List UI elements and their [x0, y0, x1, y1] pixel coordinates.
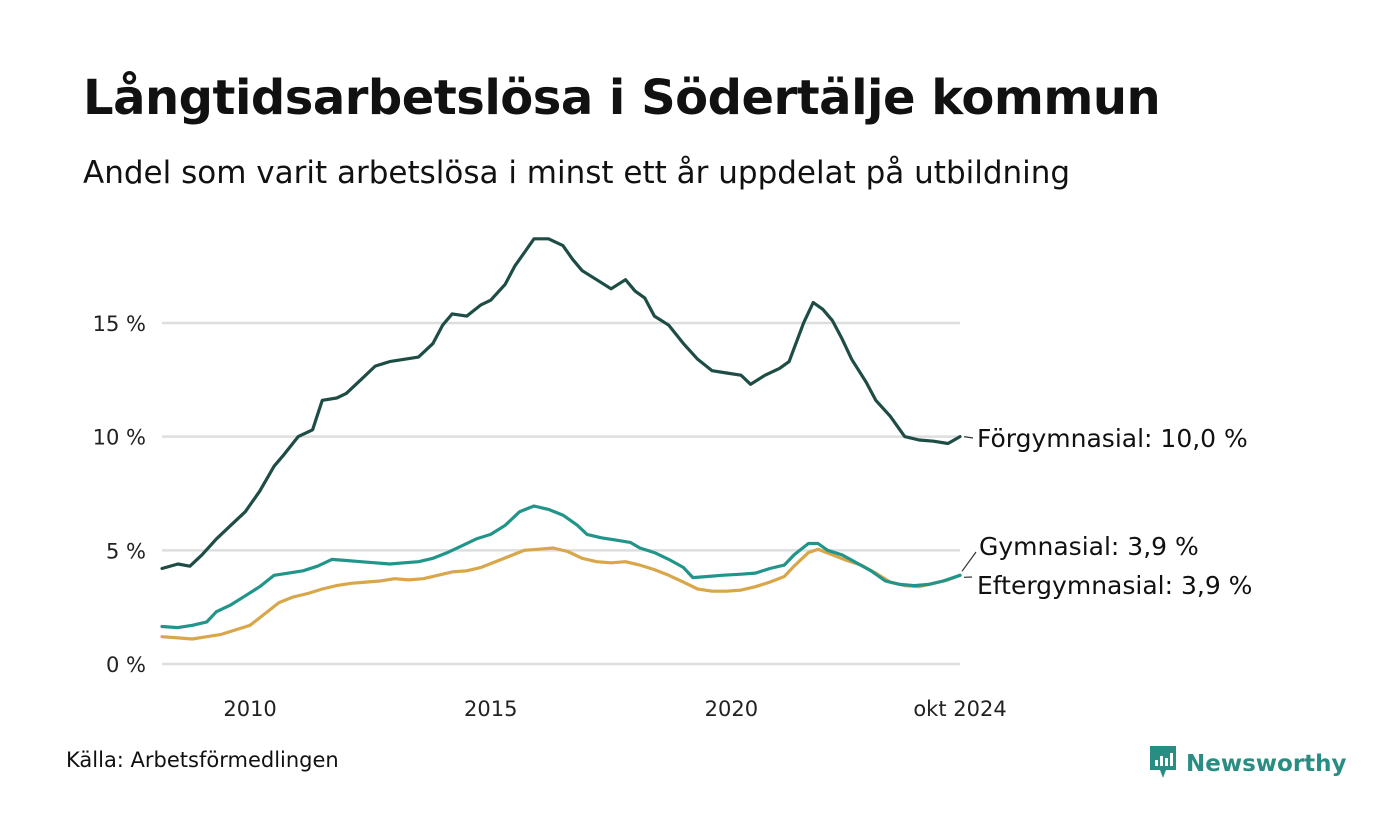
grid-lines	[162, 321, 960, 666]
leader-line-forgymnasial	[963, 436, 974, 439]
x-tick-label: okt 2024	[913, 697, 1006, 721]
chart-subtitle: Andel som varit arbetslösa i minst ett å…	[83, 155, 1071, 191]
y-tick-label: 10 %	[93, 426, 146, 450]
source-note: Källa: Arbetsförmedlingen	[66, 748, 339, 772]
chart-title: Långtidsarbetslösa i Södertälje kommun	[83, 70, 1161, 126]
y-axis-ticks: 0 % 5 % 10 % 15 %	[93, 312, 146, 677]
y-tick-label: 0 %	[106, 653, 146, 677]
newsworthy-logo-icon	[1148, 744, 1178, 784]
x-tick-label: 2015	[464, 697, 517, 721]
brand-name: Newsworthy	[1186, 751, 1347, 777]
end-label-eftergymnasial: Eftergymnasial: 3,9 %	[977, 571, 1252, 600]
series-lines	[160, 237, 962, 641]
brand[interactable]: Newsworthy	[1148, 744, 1347, 784]
end-label-gymnasial: Gymnasial: 3,9 %	[979, 532, 1199, 561]
series-line-forgymnasial	[160, 237, 962, 571]
y-tick-label: 5 %	[106, 539, 146, 563]
end-labels: Förgymnasial: 10,0 % Gymnasial: 3,9 % Efte…	[961, 424, 1252, 600]
series-line-eftergymnasial	[160, 546, 962, 641]
x-axis-ticks: 2010 2015 2020 okt 2024	[223, 697, 1006, 721]
y-tick-label: 15 %	[93, 312, 146, 336]
series-line-gymnasial	[160, 504, 962, 630]
x-tick-label: 2010	[223, 697, 276, 721]
x-tick-label: 2020	[705, 697, 758, 721]
end-label-forgymnasial: Förgymnasial: 10,0 %	[977, 424, 1248, 453]
leader-line-gymnasial	[961, 551, 977, 572]
